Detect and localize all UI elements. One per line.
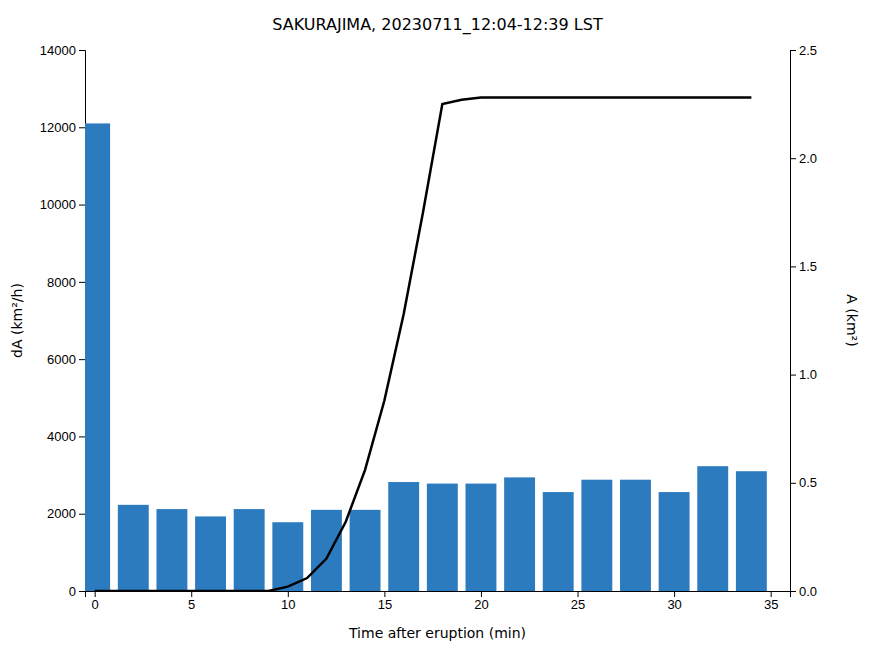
tick: 30: [667, 591, 681, 612]
tick-label: 15: [378, 597, 392, 612]
tick-mark: [790, 266, 796, 267]
tick-mark: [790, 375, 796, 376]
tick-mark: [191, 591, 192, 597]
tick: 25: [571, 591, 585, 612]
tick-label: 0: [69, 584, 76, 599]
tick-label: 0.5: [799, 475, 817, 490]
tick: 5: [188, 591, 195, 612]
y2-axis-title: A (km²): [844, 294, 860, 346]
tick-label: 25: [571, 597, 585, 612]
y-axis: 0 2000 4000 6000 8000 10000 12000 14000: [40, 43, 86, 599]
bar: [427, 484, 458, 591]
tick-mark: [790, 50, 796, 51]
tick-label: 0.0: [799, 584, 817, 599]
tick-label: 0: [92, 597, 99, 612]
bar: [388, 482, 419, 591]
tick-mark: [79, 436, 85, 437]
tick-mark: [79, 514, 85, 515]
bar: [195, 516, 226, 591]
tick: 6000: [47, 352, 85, 367]
bar: [543, 492, 574, 591]
chart: 0 5 10 15 20 25 30 35 0 2000 4000 6000 8000 10000 1200…: [0, 0, 875, 656]
tick-label: 2.5: [799, 43, 817, 58]
y2-axis: 0.0 0.5 1.0 1.5 2.0 2.5: [790, 43, 817, 599]
tick: 14000: [40, 43, 85, 58]
tick-mark: [790, 483, 796, 484]
tick-label: 12000: [40, 120, 76, 135]
tick-label: 35: [764, 597, 778, 612]
tick-label: 2.0: [799, 151, 817, 166]
bar: [504, 477, 535, 591]
tick-label: 5: [188, 597, 195, 612]
tick: 1.5: [790, 259, 817, 274]
bar: [311, 510, 342, 591]
tick-label: 2000: [47, 506, 76, 521]
plot: 0 5 10 15 20 25 30 35 0 2000 4000 6000 8000 10000 1200…: [40, 43, 817, 613]
bar: [581, 480, 612, 591]
bar: [85, 123, 110, 591]
tick: 10: [281, 591, 295, 612]
tick-mark: [79, 359, 85, 360]
tick: 1.0: [790, 367, 817, 382]
tick: 2.5: [790, 43, 817, 58]
bar: [350, 510, 381, 591]
tick-mark: [79, 50, 85, 51]
tick-mark: [771, 591, 772, 597]
line: [95, 98, 752, 591]
tick-mark: [95, 591, 96, 597]
tick: 0: [69, 584, 85, 599]
tick: 8000: [47, 275, 85, 290]
tick-mark: [481, 591, 482, 597]
tick-label: 10: [281, 597, 295, 612]
tick: 20: [474, 591, 488, 612]
tick: 10000: [40, 197, 85, 212]
bar: [620, 480, 651, 591]
y-axis-title: dA (km²/h): [9, 283, 25, 358]
tick: 35: [764, 591, 778, 612]
tick-mark: [578, 591, 579, 597]
tick-label: 10000: [40, 197, 76, 212]
tick-mark: [79, 282, 85, 283]
tick: 0.5: [790, 475, 817, 490]
tick-label: 4000: [47, 429, 76, 444]
tick-mark: [79, 127, 85, 128]
bar: [118, 505, 149, 591]
title: SAKURAJIMA, 20230711_12:04-12:39 LST: [272, 15, 603, 35]
bar: [466, 484, 497, 591]
bar: [659, 492, 690, 591]
tick-mark: [674, 591, 675, 597]
tick-mark: [790, 591, 796, 592]
tick-label: 8000: [47, 275, 76, 290]
axis-line: [791, 51, 797, 592]
tick-label: 14000: [40, 43, 76, 58]
tick: 15: [378, 591, 392, 612]
tick: 4000: [47, 429, 85, 444]
bar: [234, 509, 265, 591]
tick: 2.0: [790, 151, 817, 166]
tick-mark: [288, 591, 289, 597]
tick-label: 1.0: [799, 367, 817, 382]
tick: 0: [92, 591, 99, 612]
tick-label: 20: [474, 597, 488, 612]
tick: 2000: [47, 506, 85, 521]
tick-mark: [79, 205, 85, 206]
axis-line: [79, 51, 86, 592]
axis-line: [86, 592, 791, 598]
marks: [85, 98, 767, 591]
tick-label: 6000: [47, 352, 76, 367]
tick-label: 30: [667, 597, 681, 612]
tick-mark: [79, 591, 85, 592]
bar: [697, 466, 728, 591]
tick-mark: [384, 591, 385, 597]
x-axis: 0 5 10 15 20 25 30 35: [86, 591, 791, 612]
tick: 0.0: [790, 584, 817, 599]
tick-mark: [790, 158, 796, 159]
tick-label: 1.5: [799, 259, 817, 274]
bar: [736, 471, 767, 591]
x-axis-title: Time after eruption (min): [348, 625, 526, 641]
bar: [156, 509, 187, 591]
tick: 12000: [40, 120, 85, 135]
